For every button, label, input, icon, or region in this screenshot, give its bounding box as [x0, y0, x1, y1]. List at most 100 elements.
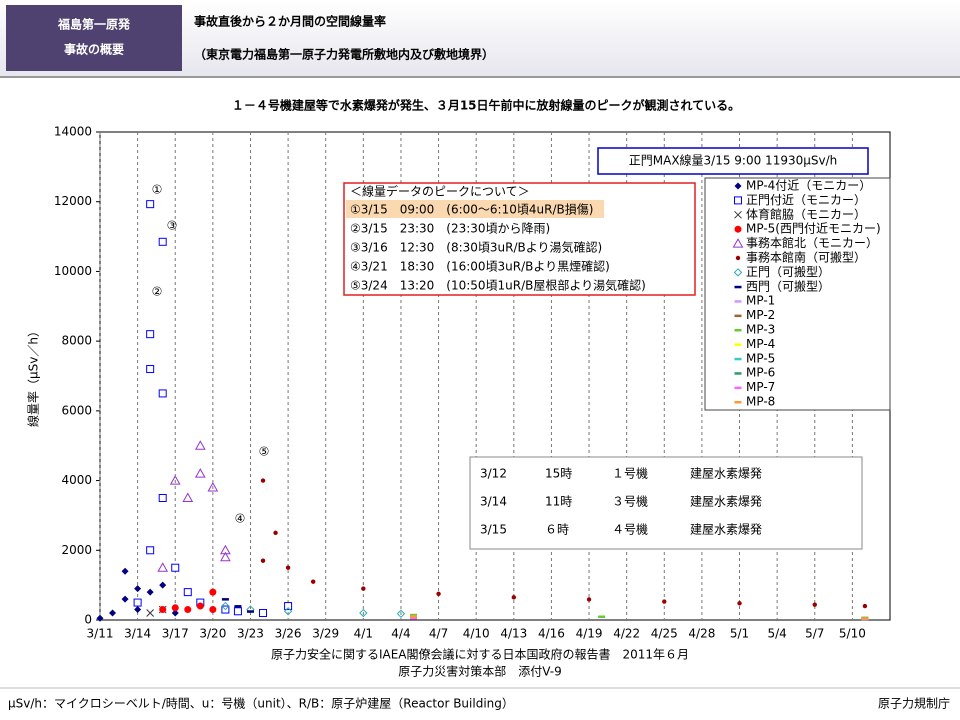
point [209, 588, 217, 596]
x-tick-label: 4/28 [688, 627, 715, 641]
x-tick-label: 4/16 [538, 627, 565, 641]
point [158, 494, 167, 502]
point [737, 601, 742, 606]
explosion-text: ３号機 [612, 494, 648, 509]
point [146, 365, 155, 374]
x-tick-label: 4/4 [391, 627, 410, 641]
subtitle: １－４号機建屋等で水素爆発が発生、３月15日午前中に放射線量のピークが観測されて… [232, 98, 740, 113]
x-tick-label: 3/14 [124, 627, 151, 641]
x-tick-label: 4/13 [500, 627, 527, 641]
point [284, 602, 293, 611]
legend-label: 事務本館南（可搬型） [746, 250, 866, 265]
point [171, 609, 179, 617]
point [121, 595, 129, 603]
point [260, 558, 266, 563]
explosion-text: ６時 [545, 523, 569, 537]
point [209, 606, 217, 614]
point [436, 591, 441, 597]
x-tick-label: 3/17 [162, 627, 189, 641]
legend-marker [734, 300, 742, 303]
x-tick-label: 4/19 [576, 627, 603, 641]
legend-label: 正門付近（モニカー） [746, 193, 866, 207]
legend-label: MP-3 [746, 323, 775, 337]
legend-label: MP-4付近（モニカー） [746, 179, 871, 193]
legend-marker [734, 372, 742, 375]
point [359, 608, 368, 618]
x-tick-label: 4/1 [354, 627, 373, 641]
point [220, 544, 231, 555]
source: 原子力災害対策本部 添付V-9 [398, 664, 561, 679]
legend-marker [735, 255, 741, 261]
peak-note-line: ①3/15 09:00 (6:00～6:10頃4uR/B損傷) [350, 202, 593, 217]
max-note: 正門MAX線量3/15 9:00 11930μSv/h [629, 153, 837, 168]
y-tick-label: 6000 [61, 403, 92, 417]
legend-marker [734, 182, 742, 190]
point [182, 492, 194, 502]
point [586, 597, 592, 602]
max-note-box [597, 147, 869, 175]
y-tick-label: 14000 [54, 125, 92, 139]
title: 事故直後から２か月間の空間線量率 [194, 14, 386, 29]
x-tick-label: 4/22 [613, 627, 640, 641]
point [662, 599, 667, 604]
peak-note-title: ＜線量データのピークについて＞ [350, 184, 530, 199]
x-tick-label: 4/25 [651, 627, 678, 641]
point [159, 606, 167, 614]
legend-label: MP-5(西門付近モニカー) [746, 222, 881, 236]
point [283, 607, 293, 616]
legend-label: MP-8 [746, 395, 775, 409]
legend-marker [734, 314, 742, 318]
point [109, 609, 117, 617]
badge-text: 事故の概要 [64, 42, 124, 57]
peak-annotation: ② [152, 285, 163, 299]
peak-note-line: ③3/16 12:30 (8:30頃3uR/Bより湯気確認) [350, 240, 602, 255]
point [196, 602, 204, 610]
point [159, 581, 167, 589]
point [194, 440, 206, 450]
legend-marker [734, 386, 742, 390]
legend-marker [734, 285, 742, 289]
point [220, 551, 231, 562]
explosion-text: ４号機 [612, 522, 648, 537]
point [146, 330, 155, 339]
title: （東京電力福島第一原子力発電所敷地内及び敷地境界） [194, 47, 494, 62]
point [862, 603, 868, 609]
peak-note-line: ⑤3/24 13:20 (10:50頃1uR/B屋根部より湯気確認) [350, 278, 646, 293]
x-tick-label: 3/20 [199, 627, 226, 641]
point [146, 200, 155, 209]
y-tick-label: 4000 [61, 473, 92, 487]
explosion-text: １号機 [612, 466, 648, 481]
x-tick-label: 3/26 [275, 627, 302, 641]
peak-annotation: ④ [235, 512, 246, 526]
point [273, 530, 278, 536]
point [409, 615, 417, 618]
x-tick-label: 4/10 [463, 627, 490, 641]
point [134, 606, 142, 614]
legend-label: 正門（可搬型） [746, 264, 830, 279]
point [134, 585, 142, 593]
point [396, 609, 406, 618]
legend-label: 体育館脇（モニカー） [746, 206, 866, 221]
y-tick-label: 12000 [54, 194, 92, 208]
legend-label: MP-2 [746, 308, 775, 322]
peak-highlight [346, 200, 604, 218]
x-tick-label: 5/7 [805, 627, 824, 641]
peak-note-line: ④3/21 18:30 (16:00頃3uR/Bより黒煙確認) [350, 259, 610, 274]
badge [6, 5, 182, 71]
point [157, 562, 169, 572]
point [598, 615, 606, 619]
footer-note: μSv/h：マイクロシーベルト/時間、u：号機（unit）、R/B：原子炉建屋（… [8, 696, 514, 711]
point [233, 607, 242, 616]
legend-marker [734, 343, 742, 346]
explosion-text: 3/15 [480, 523, 507, 537]
point [171, 604, 179, 612]
legend-label: 西門（可搬型） [746, 278, 830, 293]
point [121, 567, 129, 575]
explosion-text: 3/14 [480, 495, 507, 509]
point [221, 598, 229, 601]
legend-marker [733, 268, 743, 277]
legend-marker [732, 238, 744, 248]
legend-label: MP-5 [746, 351, 775, 365]
point [184, 606, 192, 614]
